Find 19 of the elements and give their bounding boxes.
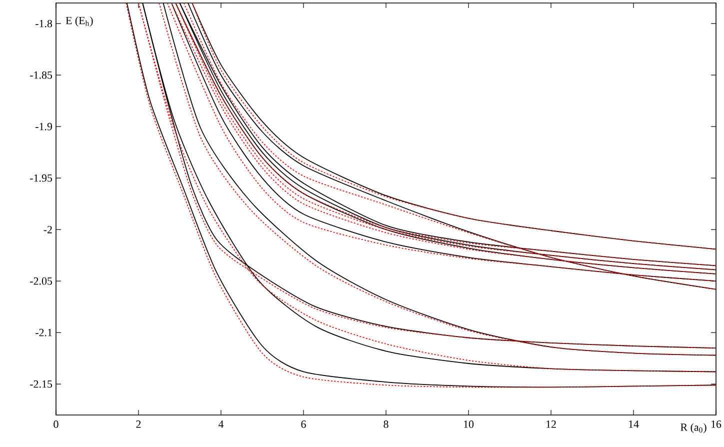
x-tick-label: 12 xyxy=(546,420,556,428)
x-tick-label: 0 xyxy=(54,420,58,428)
y-tick-label: -2 xyxy=(44,226,52,234)
x-tick-label: 2 xyxy=(136,420,141,428)
x-axis-title: R (a$_{0}$) xyxy=(680,423,706,434)
x-tick-label: 16 xyxy=(711,420,722,428)
y-tick-label: -1.9 xyxy=(36,122,52,130)
y-tick-label: -1.85 xyxy=(30,71,52,79)
y-tick-label: -1.8 xyxy=(36,20,52,28)
x-tick-label: 6 xyxy=(301,420,306,428)
x-tick-label: 8 xyxy=(384,420,388,428)
x-tick-label: 4 xyxy=(218,420,224,428)
y-tick-label: -2.1 xyxy=(36,328,52,336)
y-axis-title: E (E$_{h}$) xyxy=(66,16,93,26)
y-tick-label: -1.95 xyxy=(30,174,52,182)
y-tick-label: -2.15 xyxy=(30,380,52,388)
y-tick-label: -2.05 xyxy=(30,277,52,285)
x-tick-label: 14 xyxy=(628,420,639,428)
x-tick-label: 10 xyxy=(464,420,474,428)
